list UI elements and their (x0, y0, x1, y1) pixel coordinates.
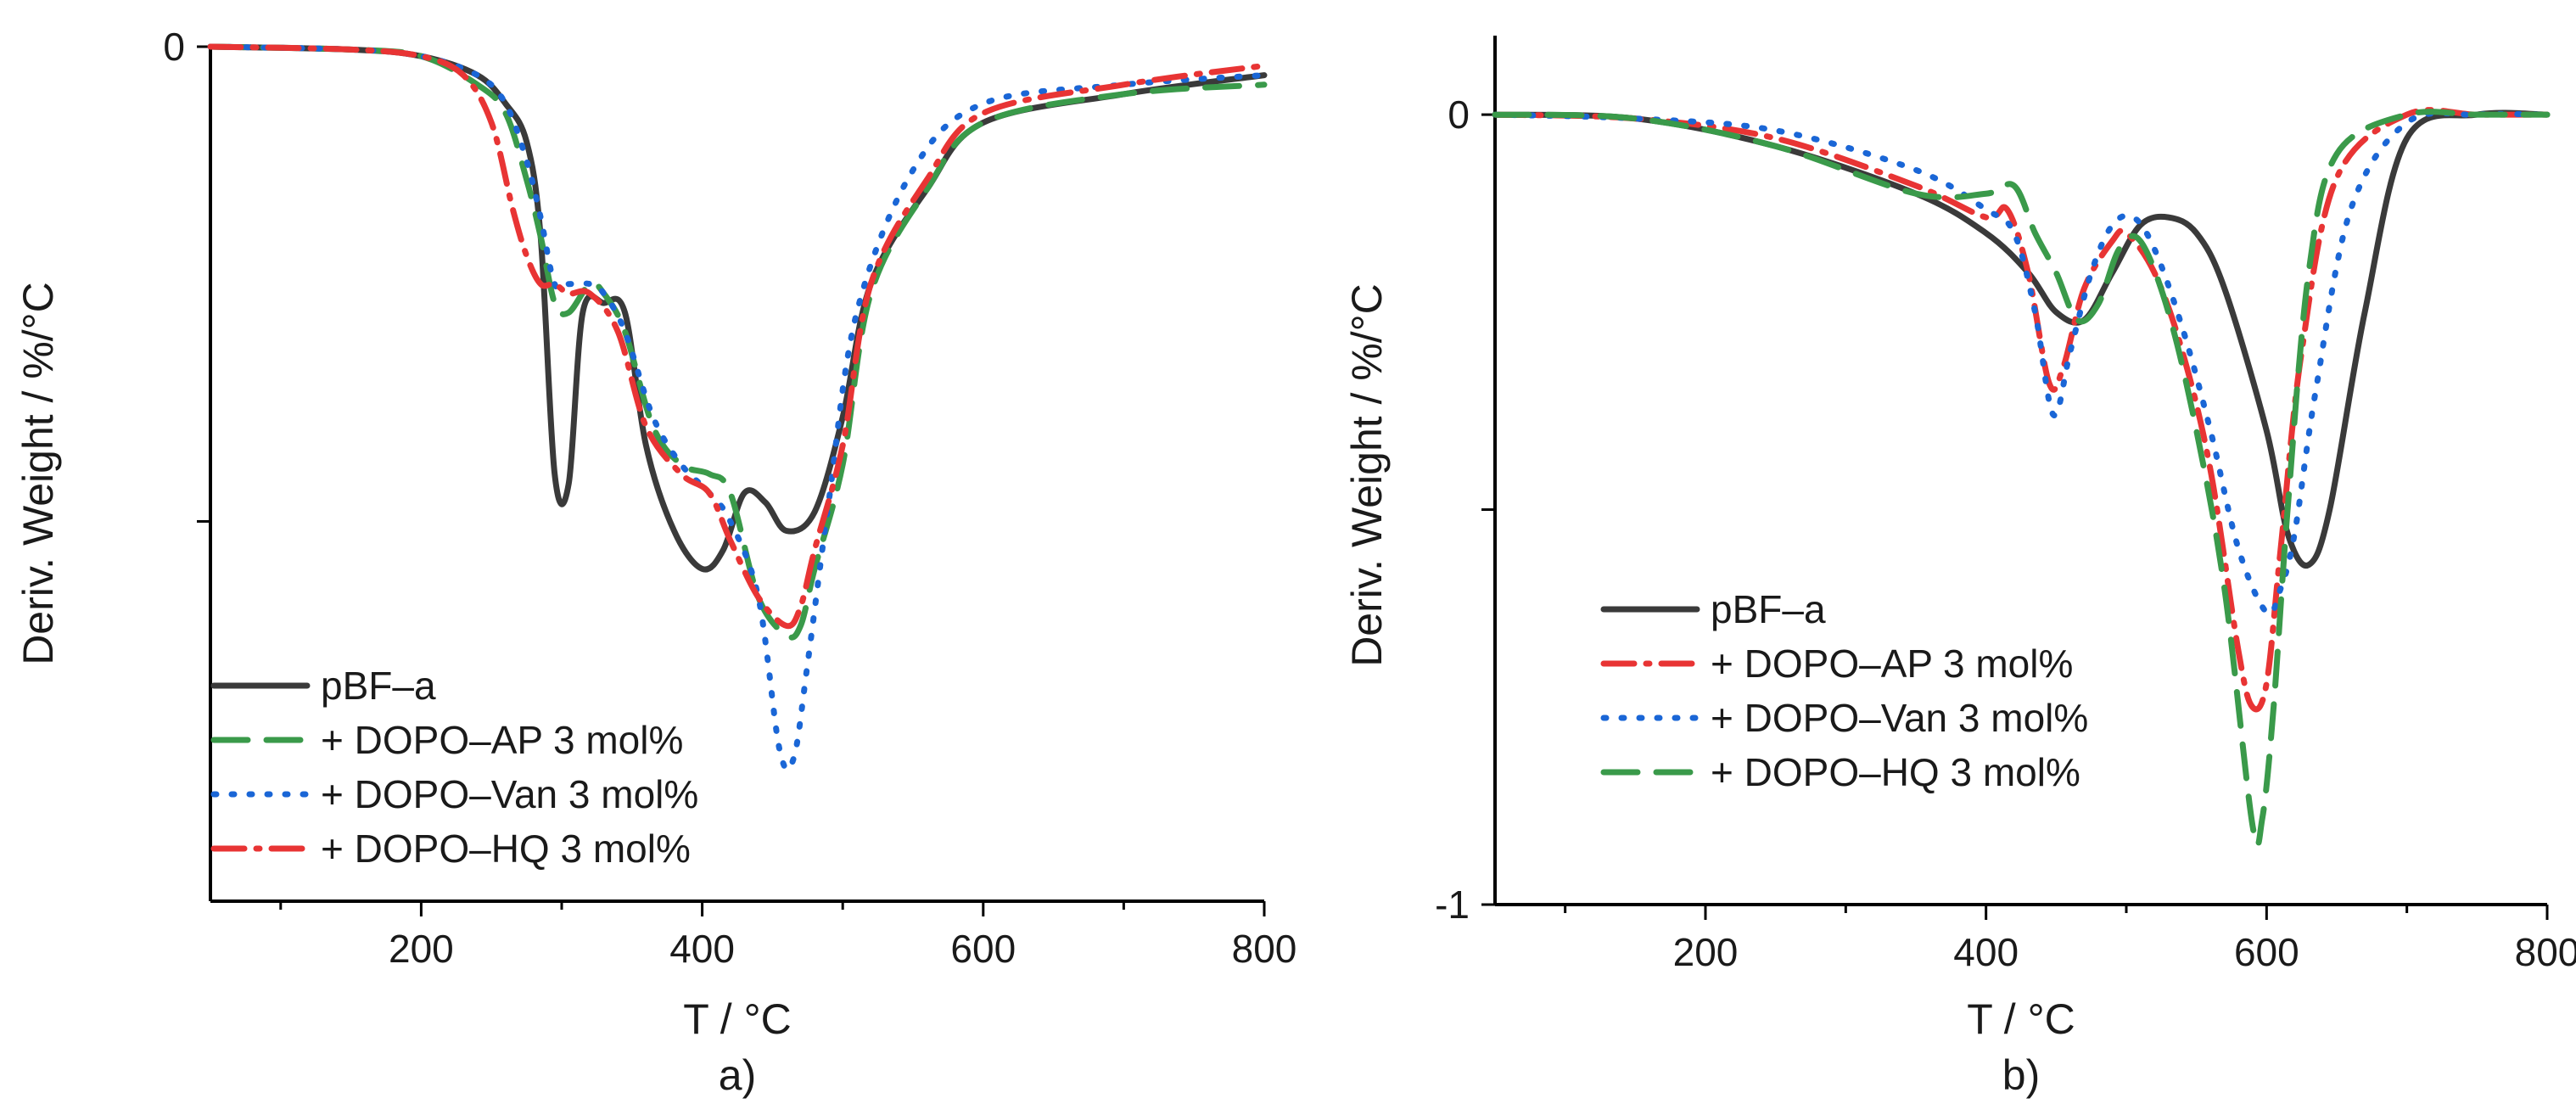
panel-b-x-axis-title: T / °C (1967, 995, 2075, 1043)
panel-b-y-axis-title: Deriv. Weight / %/°C (1343, 283, 1391, 667)
panel-a-y-axis-title: Deriv. Weight / %/°C (14, 282, 62, 665)
panel-b-series-line-1 (1492, 107, 2551, 713)
panel-b-series-line-0 (1492, 109, 2551, 569)
panel-b-y-tick-label-0: 0 (1448, 92, 1470, 137)
panel-b-series (1492, 107, 2551, 849)
panel-b-legend-label-1: + DOPO–AP 3 mol% (1711, 642, 2073, 686)
panel-b-legend-label-2: + DOPO–Van 3 mol% (1711, 696, 2088, 740)
panel-a-y-tick-label-0: 0 (163, 25, 185, 69)
panel-a-series-line-3 (207, 43, 1268, 630)
panel-a-legend-label-0: pBF–a (321, 664, 436, 708)
panel-a-x-tick-label-600: 600 (950, 927, 1016, 971)
panel-b-x-tick-label-200: 200 (1673, 930, 1739, 974)
panel-a-chart: 200 400 600 800 0 T / °C Deriv. Weight / %/°… (14, 25, 1296, 1099)
panel-b-legend-label-3: + DOPO–HQ 3 mol% (1711, 750, 2080, 794)
panel-b-chart: 200 400 600 800 0 -1 T / °C Deriv. Weight / %… (1343, 36, 2576, 1099)
panel-a-series-line-0 (207, 43, 1268, 573)
panel-a-x-tick-label-800: 800 (1232, 927, 1297, 971)
panel-a-x-tick-label-400: 400 (669, 927, 735, 971)
panel-b-series-line-2 (1492, 109, 2551, 617)
panel-b-y-tick-label-2: -1 (1435, 883, 1470, 927)
panel-a-legend-label-1: + DOPO–AP 3 mol% (321, 718, 683, 762)
panel-a-series-line-2 (207, 43, 1268, 773)
panel-a-series (207, 43, 1268, 773)
panel-b-x-tick-label-400: 400 (1953, 930, 2019, 974)
panel-b-x-tick-label-600: 600 (2234, 930, 2299, 974)
panel-b-label: b) (2002, 1051, 2040, 1099)
panel-a-legend-label-3: + DOPO–HQ 3 mol% (321, 827, 691, 871)
panel-a-x-axis-title: T / °C (683, 995, 791, 1043)
panel-b-legend-label-0: pBF–a (1711, 587, 1826, 631)
panel-a-x-tick-label-200: 200 (389, 927, 454, 971)
panel-b-legend: pBF–a + DOPO–AP 3 mol% + DOPO–Van 3 mol% + … (1600, 587, 2088, 794)
panel-a-legend: pBF–a + DOPO–AP 3 mol% + DOPO–Van 3 mol% + … (210, 664, 698, 871)
panel-a-label: a) (719, 1051, 756, 1099)
panel-a-legend-label-2: + DOPO–Van 3 mol% (321, 772, 698, 816)
panel-b-ticks: 200 400 600 800 0 -1 (1435, 92, 2576, 974)
panel-a-series-line-1 (207, 43, 1268, 641)
panel-b-x-tick-label-800: 800 (2515, 930, 2576, 974)
